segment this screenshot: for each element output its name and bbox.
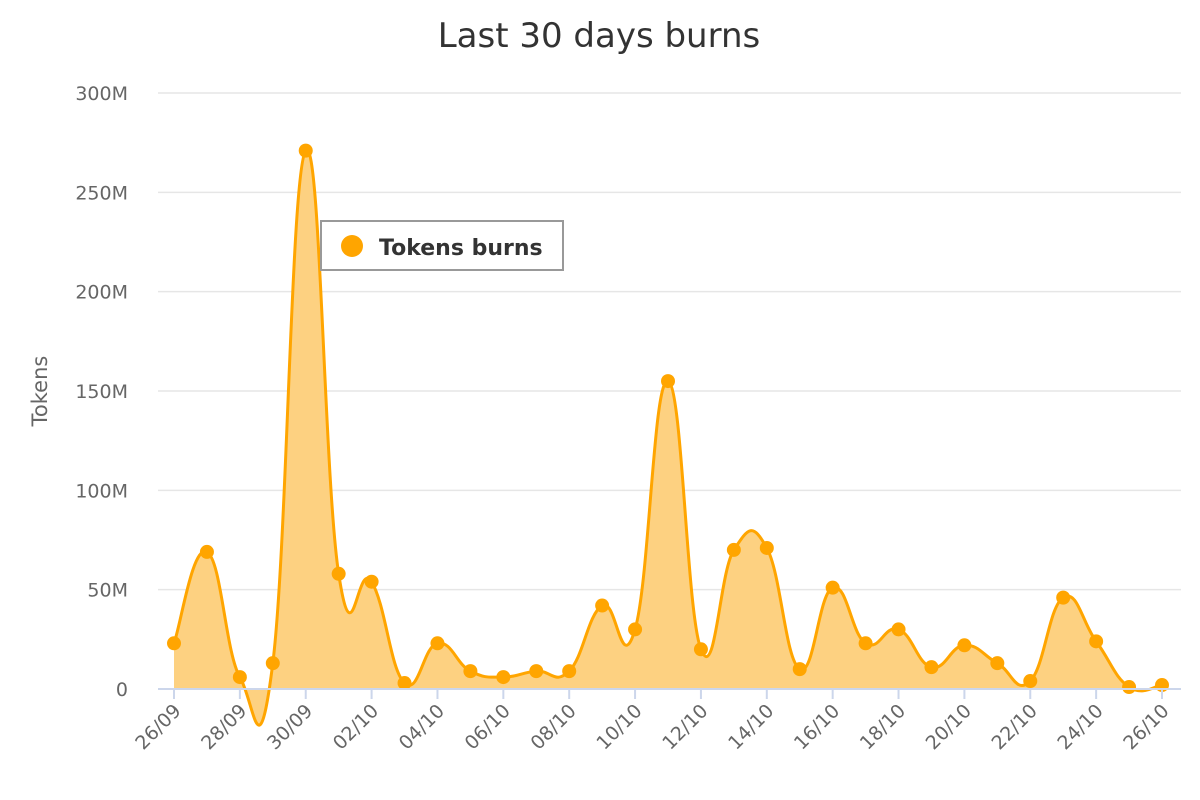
y-axis-tick-labels: 0 50M 100M 150M 200M 250M 300M: [75, 83, 128, 701]
y-tick-label: 300M: [75, 83, 128, 105]
data-point[interactable]: [265, 656, 280, 671]
data-point[interactable]: [693, 642, 708, 657]
x-tick-label: 26/09: [131, 700, 185, 754]
data-point[interactable]: [595, 598, 610, 613]
y-tick-label: 150M: [75, 381, 128, 403]
data-point[interactable]: [199, 544, 214, 559]
x-tick-label: 16/10: [790, 700, 844, 754]
data-point[interactable]: [397, 676, 412, 691]
data-point[interactable]: [990, 656, 1005, 671]
data-point[interactable]: [858, 636, 873, 651]
y-tick-label: 250M: [75, 182, 128, 204]
y-axis-label: Tokens: [28, 356, 52, 428]
x-tick-label: 18/10: [856, 700, 910, 754]
data-point[interactable]: [562, 664, 577, 679]
data-point[interactable]: [924, 660, 939, 675]
x-tick-label: 04/10: [395, 700, 449, 754]
data-point[interactable]: [496, 670, 511, 685]
data-point[interactable]: [529, 664, 544, 679]
data-point[interactable]: [1023, 674, 1038, 689]
x-tick-label: 30/09: [263, 700, 317, 754]
y-tick-label: 200M: [75, 282, 128, 304]
x-tick-label: 14/10: [724, 700, 778, 754]
x-tick-label: 08/10: [526, 700, 580, 754]
x-tick-label: 28/09: [197, 700, 251, 754]
x-axis: 26/09 28/09 30/09 02/10 04/10 06/10 08/10 10/10…: [131, 688, 1181, 754]
chart-title: Last 30 days burns: [438, 16, 761, 56]
legend-symbol: [341, 235, 363, 257]
legend[interactable]: Tokens burns: [320, 220, 564, 271]
series-area: [174, 149, 1162, 726]
data-point[interactable]: [759, 540, 774, 555]
data-point[interactable]: [628, 622, 643, 637]
data-point[interactable]: [1056, 590, 1071, 605]
x-tick-label: 24/10: [1053, 700, 1107, 754]
x-tick-label: 22/10: [988, 700, 1042, 754]
data-point[interactable]: [463, 664, 478, 679]
data-point[interactable]: [364, 574, 379, 589]
data-point[interactable]: [331, 566, 346, 581]
y-tick-label: 0: [116, 679, 128, 701]
x-tick-label: 10/10: [592, 700, 646, 754]
data-point[interactable]: [957, 638, 972, 653]
data-point[interactable]: [825, 580, 840, 595]
data-point[interactable]: [232, 670, 247, 685]
data-point[interactable]: [430, 636, 445, 651]
data-point[interactable]: [891, 622, 906, 637]
data-point[interactable]: [792, 662, 807, 677]
data-point[interactable]: [1089, 634, 1104, 649]
series-line: [172, 148, 1163, 727]
data-point[interactable]: [726, 542, 741, 557]
y-tick-label: 100M: [75, 480, 128, 502]
series-tokens-burns: [167, 143, 1169, 727]
data-point[interactable]: [1122, 680, 1137, 695]
x-tick-label: 20/10: [922, 700, 976, 754]
x-tick-label: 02/10: [329, 700, 383, 754]
x-tick-label: 26/10: [1119, 700, 1173, 754]
data-point[interactable]: [661, 374, 675, 389]
data-point[interactable]: [167, 636, 181, 651]
x-tick-label: 06/10: [461, 700, 515, 754]
y-tick-label: 50M: [87, 580, 128, 602]
x-tick-label: 12/10: [658, 700, 712, 754]
data-point[interactable]: [298, 143, 313, 158]
legend-item-tokens-burns[interactable]: Tokens burns: [379, 236, 543, 261]
